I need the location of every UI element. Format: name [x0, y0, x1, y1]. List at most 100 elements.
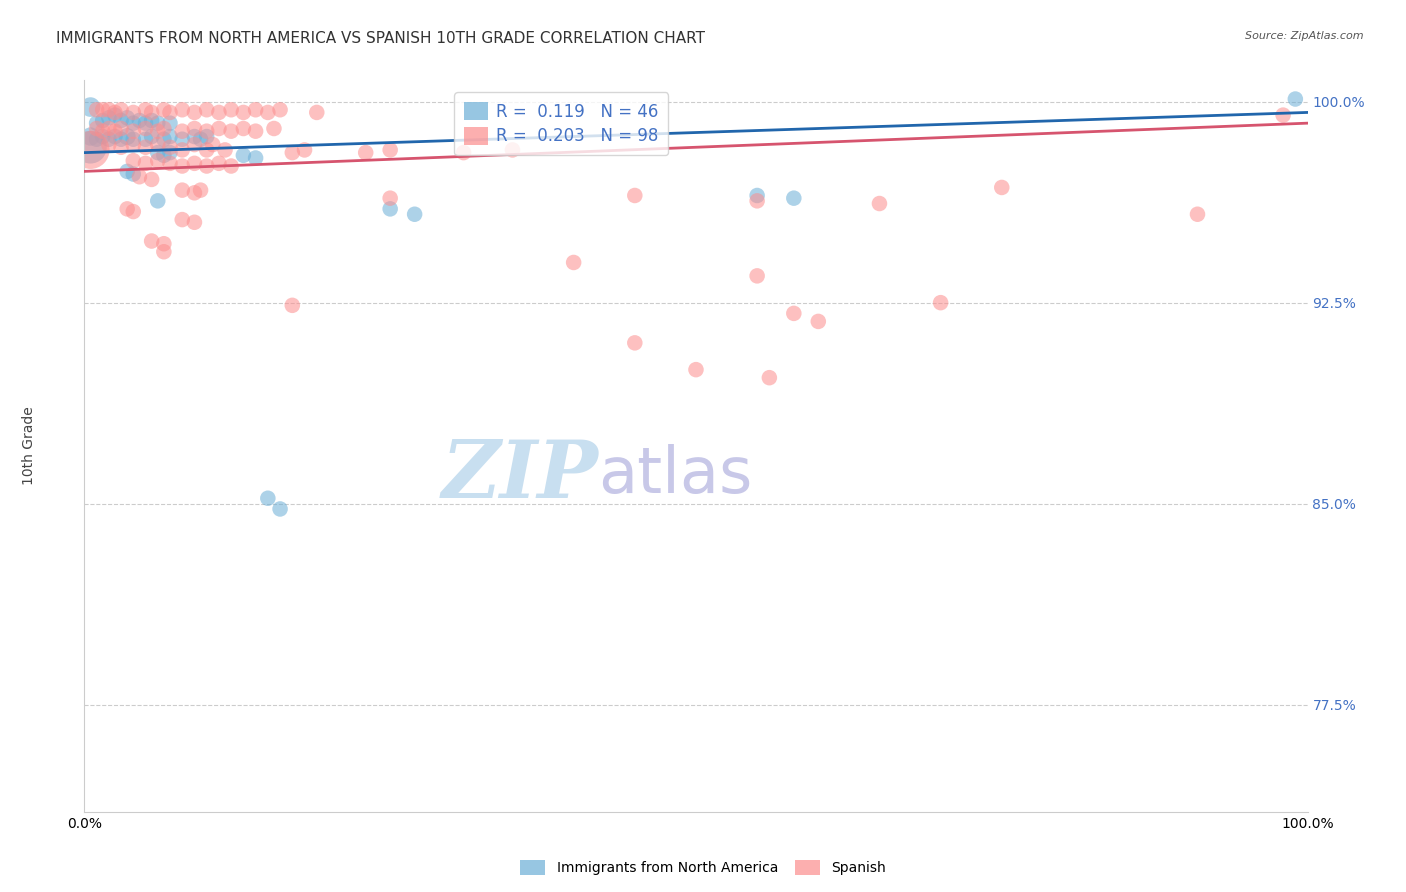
Point	[122, 105, 145, 120]
Point	[172, 124, 194, 138]
Point	[294, 143, 316, 157]
Point	[141, 172, 163, 186]
Point	[141, 113, 163, 128]
Point	[562, 255, 585, 269]
Point	[685, 362, 707, 376]
Point	[153, 132, 176, 146]
Point	[354, 145, 377, 160]
Point	[269, 502, 291, 516]
Point	[97, 137, 120, 152]
Point	[269, 103, 291, 117]
Point	[869, 196, 891, 211]
Point	[990, 180, 1012, 194]
Point	[183, 215, 205, 229]
Point	[104, 129, 127, 144]
Point	[141, 105, 163, 120]
Point	[172, 143, 194, 157]
Point	[1187, 207, 1209, 221]
Point	[159, 105, 181, 120]
Point	[183, 137, 205, 152]
Point	[79, 143, 101, 157]
Point	[146, 124, 169, 138]
Point	[183, 121, 205, 136]
Point	[91, 129, 114, 144]
Legend: Immigrants from North America, Spanish: Immigrants from North America, Spanish	[515, 855, 891, 880]
Point	[115, 202, 138, 216]
Point	[122, 116, 145, 130]
Point	[190, 132, 212, 146]
Point	[86, 103, 108, 117]
Point	[104, 124, 127, 138]
Point	[172, 159, 194, 173]
Point	[783, 306, 806, 320]
Point	[201, 137, 224, 152]
Point	[159, 116, 181, 130]
Point	[195, 159, 218, 173]
Point	[172, 103, 194, 117]
Point	[232, 105, 254, 120]
Point	[172, 212, 194, 227]
Point	[183, 129, 205, 144]
Point	[135, 132, 157, 146]
Point	[219, 124, 242, 138]
Point	[758, 370, 780, 384]
Text: ZIP: ZIP	[441, 436, 598, 514]
Point	[263, 121, 285, 136]
Point	[115, 129, 138, 144]
Point	[245, 124, 267, 138]
Point	[115, 111, 138, 125]
Point	[232, 121, 254, 136]
Point	[135, 116, 157, 130]
Point	[153, 148, 176, 162]
Point	[747, 188, 769, 202]
Point	[172, 183, 194, 197]
Point	[122, 124, 145, 138]
Point	[104, 108, 127, 122]
Point	[245, 151, 267, 165]
Point	[110, 140, 132, 154]
Point	[183, 186, 205, 200]
Point	[159, 156, 181, 170]
Point	[91, 124, 114, 138]
Point	[159, 145, 181, 160]
Point	[624, 188, 647, 202]
Point	[929, 295, 952, 310]
Point	[159, 129, 181, 144]
Point	[501, 143, 523, 157]
Point	[146, 137, 169, 152]
Point	[747, 194, 769, 208]
Point	[122, 167, 145, 181]
Point	[214, 143, 236, 157]
Point	[219, 103, 242, 117]
Point	[128, 113, 150, 128]
Point	[86, 132, 108, 146]
Text: IMMIGRANTS FROM NORTH AMERICA VS SPANISH 10TH GRADE CORRELATION CHART: IMMIGRANTS FROM NORTH AMERICA VS SPANISH…	[56, 31, 706, 46]
Point	[624, 335, 647, 350]
Point	[135, 156, 157, 170]
Point	[232, 148, 254, 162]
Point	[183, 105, 205, 120]
Point	[195, 103, 218, 117]
Point	[153, 244, 176, 259]
Point	[122, 204, 145, 219]
Text: 10th Grade: 10th Grade	[22, 407, 37, 485]
Point	[110, 121, 132, 136]
Point	[783, 191, 806, 205]
Point	[153, 121, 176, 136]
Point	[380, 143, 402, 157]
Point	[91, 113, 114, 128]
Point	[153, 103, 176, 117]
Point	[86, 116, 108, 130]
Point	[380, 191, 402, 205]
Point	[110, 113, 132, 128]
Point	[128, 169, 150, 184]
Point	[453, 145, 475, 160]
Point	[208, 105, 231, 120]
Point	[122, 137, 145, 152]
Point	[219, 159, 242, 173]
Point	[807, 314, 830, 328]
Point	[146, 145, 169, 160]
Point	[281, 298, 304, 312]
Point	[110, 103, 132, 117]
Point	[257, 491, 280, 506]
